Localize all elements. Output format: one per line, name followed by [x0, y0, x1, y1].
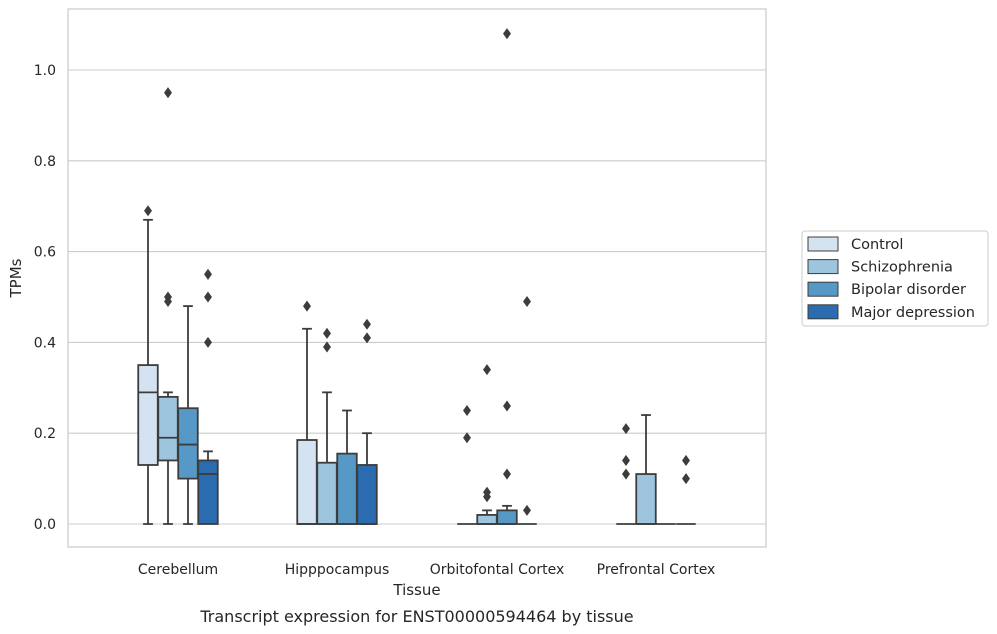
outlier-point: [323, 341, 331, 353]
x-tick-label: Orbitofontal Cortex: [430, 562, 565, 578]
box-bipolar-disorder: [177, 305, 199, 525]
box-body: [336, 452, 358, 525]
box-bipolar-disorder: [336, 409, 358, 525]
outlier-point: [682, 473, 690, 485]
legend-swatch: [807, 259, 839, 275]
box-body: [496, 509, 518, 525]
box-major-depression: [356, 318, 378, 525]
outlier-point: [144, 205, 152, 217]
box-body: [137, 364, 159, 466]
y-tick-label: 0.8: [34, 154, 56, 170]
y-tick-label: 0.4: [34, 335, 56, 351]
box-body: [316, 461, 338, 525]
legend-label: Schizophrenia: [851, 260, 953, 276]
outlier-point: [363, 318, 371, 330]
outlier-point: [682, 454, 690, 466]
legend-label: Bipolar disorder: [851, 282, 966, 298]
x-tick-labels: Cerebellum Hipppocampus Orbitofontal Corte…: [138, 562, 715, 578]
box-body: [157, 395, 179, 462]
x-tick-label: Prefrontal Cortex: [597, 562, 716, 578]
outlier-point: [622, 423, 630, 435]
outlier-point: [503, 468, 511, 480]
y-axis-label: TPMs: [7, 258, 25, 298]
box-body: [296, 439, 318, 525]
y-tick-labels: 0.0 0.2 0.4 0.6 0.8 1.0: [34, 63, 56, 533]
box-major-depression: [517, 296, 537, 525]
x-axis-label: Tissue: [392, 581, 440, 599]
outlier-point: [323, 327, 331, 339]
outlier-point: [503, 400, 511, 412]
box-body: [635, 473, 657, 525]
box-bipolar-disorder: [496, 28, 518, 525]
outlier-point: [164, 291, 172, 303]
y-tick-label: 0.2: [34, 426, 56, 442]
box-body: [476, 514, 498, 525]
outlier-point: [164, 87, 172, 99]
y-tick-label: 1.0: [34, 63, 56, 79]
box-body: [197, 459, 219, 525]
box-control: [616, 423, 636, 525]
boxes: [137, 28, 696, 525]
y-tick-label: 0.6: [34, 245, 56, 261]
chart-caption: Transcript expression for ENST0000059446…: [199, 607, 633, 626]
outlier-point: [483, 486, 491, 498]
legend-swatch: [807, 236, 839, 252]
outlier-point: [363, 332, 371, 344]
outlier-point: [204, 268, 212, 280]
outlier-point: [503, 28, 511, 40]
outlier-point: [622, 454, 630, 466]
outlier-point: [204, 291, 212, 303]
outlier-point: [483, 364, 491, 376]
x-tick-label: Hipppocampus: [285, 562, 390, 578]
box-schizophrenia: [476, 364, 498, 525]
box-control: [137, 205, 159, 525]
x-tick-label: Cerebellum: [138, 562, 218, 578]
outlier-point: [303, 300, 311, 312]
outlier-point: [523, 504, 531, 516]
legend-label: Major depression: [851, 305, 975, 321]
outlier-point: [204, 336, 212, 348]
outlier-point: [523, 296, 531, 308]
box-schizophrenia: [635, 414, 657, 525]
box-control: [457, 404, 477, 525]
legend-frame: [801, 230, 989, 327]
legend-swatch: [807, 304, 839, 320]
box-control: [296, 300, 318, 525]
box-body: [356, 464, 378, 525]
outlier-point: [463, 432, 471, 444]
outlier-point: [622, 468, 630, 480]
box-schizophrenia: [157, 87, 179, 525]
legend-label: Control: [851, 237, 903, 253]
legend-swatch: [807, 281, 839, 297]
legend: Control Schizophrenia Bipolar disorder Majo…: [801, 230, 989, 327]
outlier-point: [463, 404, 471, 417]
plot-frame: [67, 8, 767, 548]
box-major-depression: [676, 454, 696, 525]
box-schizophrenia: [316, 327, 338, 525]
y-tick-label: 0.0: [34, 517, 56, 533]
box-body: [177, 407, 199, 480]
box-major-depression: [197, 268, 219, 525]
